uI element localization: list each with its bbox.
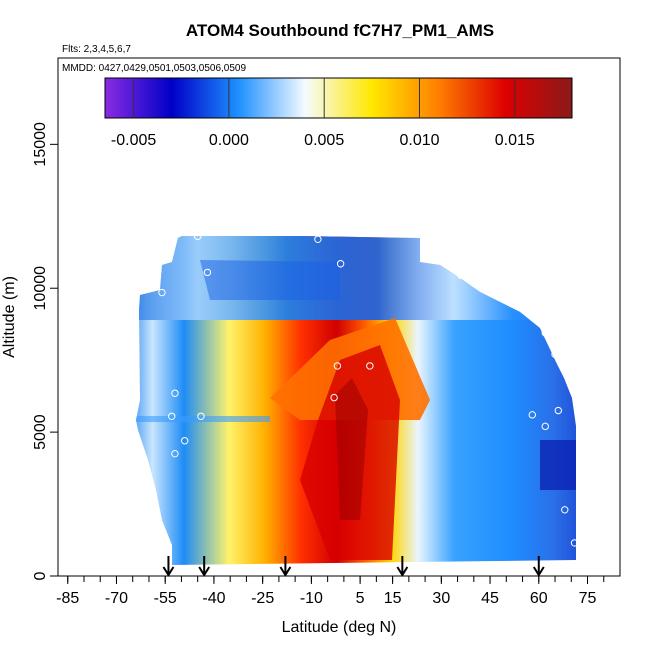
- x-tick-label: -55: [154, 590, 177, 607]
- colorbar-tick-label: 0.000: [209, 132, 249, 149]
- marker-point: [577, 382, 585, 390]
- colorbar-tick-label: 0.005: [304, 132, 344, 149]
- x-tick-label: -10: [300, 590, 323, 607]
- y-tick-label: 5000: [32, 414, 49, 450]
- x-tick-label: 30: [432, 590, 450, 607]
- marker-point: [554, 406, 562, 415]
- x-tick-label: 60: [530, 590, 548, 607]
- upper-dark-band: [200, 260, 340, 300]
- x-axis: -85 -70 -55 -40 -25 -10 5 15 30 45 60 75: [56, 576, 605, 607]
- y-axis: 0 5000 10000 15000: [32, 122, 58, 580]
- marker-point: [369, 563, 377, 572]
- sounding-arrows: [162, 556, 545, 577]
- arrow-head: [396, 566, 409, 577]
- marker-point: [600, 557, 608, 566]
- marker-points: [158, 232, 611, 574]
- marker-point: [561, 506, 569, 514]
- marker-point: [203, 268, 212, 277]
- marker-point: [541, 329, 549, 337]
- y-tick-label: 10000: [32, 266, 49, 311]
- marker-point: [197, 412, 205, 420]
- marker-point: [431, 235, 439, 244]
- x-tick-label: -25: [251, 590, 274, 607]
- marker-point: [330, 393, 338, 402]
- arrow-head: [532, 566, 545, 577]
- marker-point: [171, 389, 179, 397]
- marker-point: [366, 362, 374, 370]
- marker-point: [486, 566, 494, 574]
- colorbar-tick-label: 0.010: [399, 132, 439, 149]
- plot-frame: [57, 57, 621, 577]
- colorbar-ticks: -0.005 0.000 0.005 0.010 0.015: [111, 78, 535, 149]
- marker-point: [336, 260, 345, 268]
- marker-point: [167, 412, 176, 420]
- arrow-head: [279, 566, 292, 577]
- x-tick-label: 15: [384, 590, 402, 607]
- dates-label: MMDD: 0427,0429,0501,0503,0506,0509: [62, 63, 246, 74]
- marker-point: [528, 411, 536, 419]
- colorbar-tick-label: -0.005: [111, 132, 156, 149]
- marker-point: [486, 281, 494, 290]
- x-tick-label: 5: [356, 590, 365, 607]
- marker-point: [509, 296, 517, 304]
- arrow-head: [198, 566, 211, 577]
- marker-point: [570, 539, 579, 547]
- northern-dark-patch: [540, 440, 576, 490]
- colorbar-rect: [104, 77, 573, 119]
- y-tick-label: 15000: [32, 122, 49, 167]
- x-axis-label: Latitude (deg N): [282, 619, 397, 636]
- flights-label: Flts: 2,3,4,5,6,7: [62, 44, 131, 55]
- x-tick-label: 45: [481, 590, 499, 607]
- marker-point: [193, 232, 202, 241]
- marker-point: [180, 437, 189, 445]
- marker-point: [600, 460, 608, 468]
- y-tick-label: 0: [32, 571, 49, 580]
- chart-title: ATOM4 Southbound fC7H7_PM1_AMS: [186, 21, 494, 40]
- x-tick-label: -40: [202, 590, 225, 607]
- marker-point: [603, 478, 611, 487]
- marker-point: [180, 565, 189, 573]
- upper-flight-track: [296, 222, 299, 236]
- x-tick-label: 75: [579, 590, 597, 607]
- y-axis-label: Altitude (m): [1, 276, 18, 358]
- tropical-plume-dark: [335, 378, 368, 520]
- marker-point: [453, 566, 462, 574]
- heatmap-field: [136, 222, 576, 565]
- marker-point: [457, 271, 465, 279]
- marker-point: [551, 350, 559, 359]
- x-tick-label: -70: [105, 590, 128, 607]
- marker-point: [158, 288, 166, 297]
- colorbar-tick-label: 0.015: [495, 132, 535, 149]
- marker-point: [574, 353, 582, 361]
- arrow-head: [162, 566, 175, 577]
- marker-point: [171, 449, 179, 458]
- heatmap-upper-layer: [136, 236, 576, 320]
- marker-point: [333, 362, 342, 370]
- x-tick-label: -85: [56, 590, 79, 607]
- colorbar: -0.005 0.000 0.005 0.010 0.015: [104, 77, 573, 149]
- marker-point: [314, 235, 322, 244]
- marker-point: [541, 422, 549, 431]
